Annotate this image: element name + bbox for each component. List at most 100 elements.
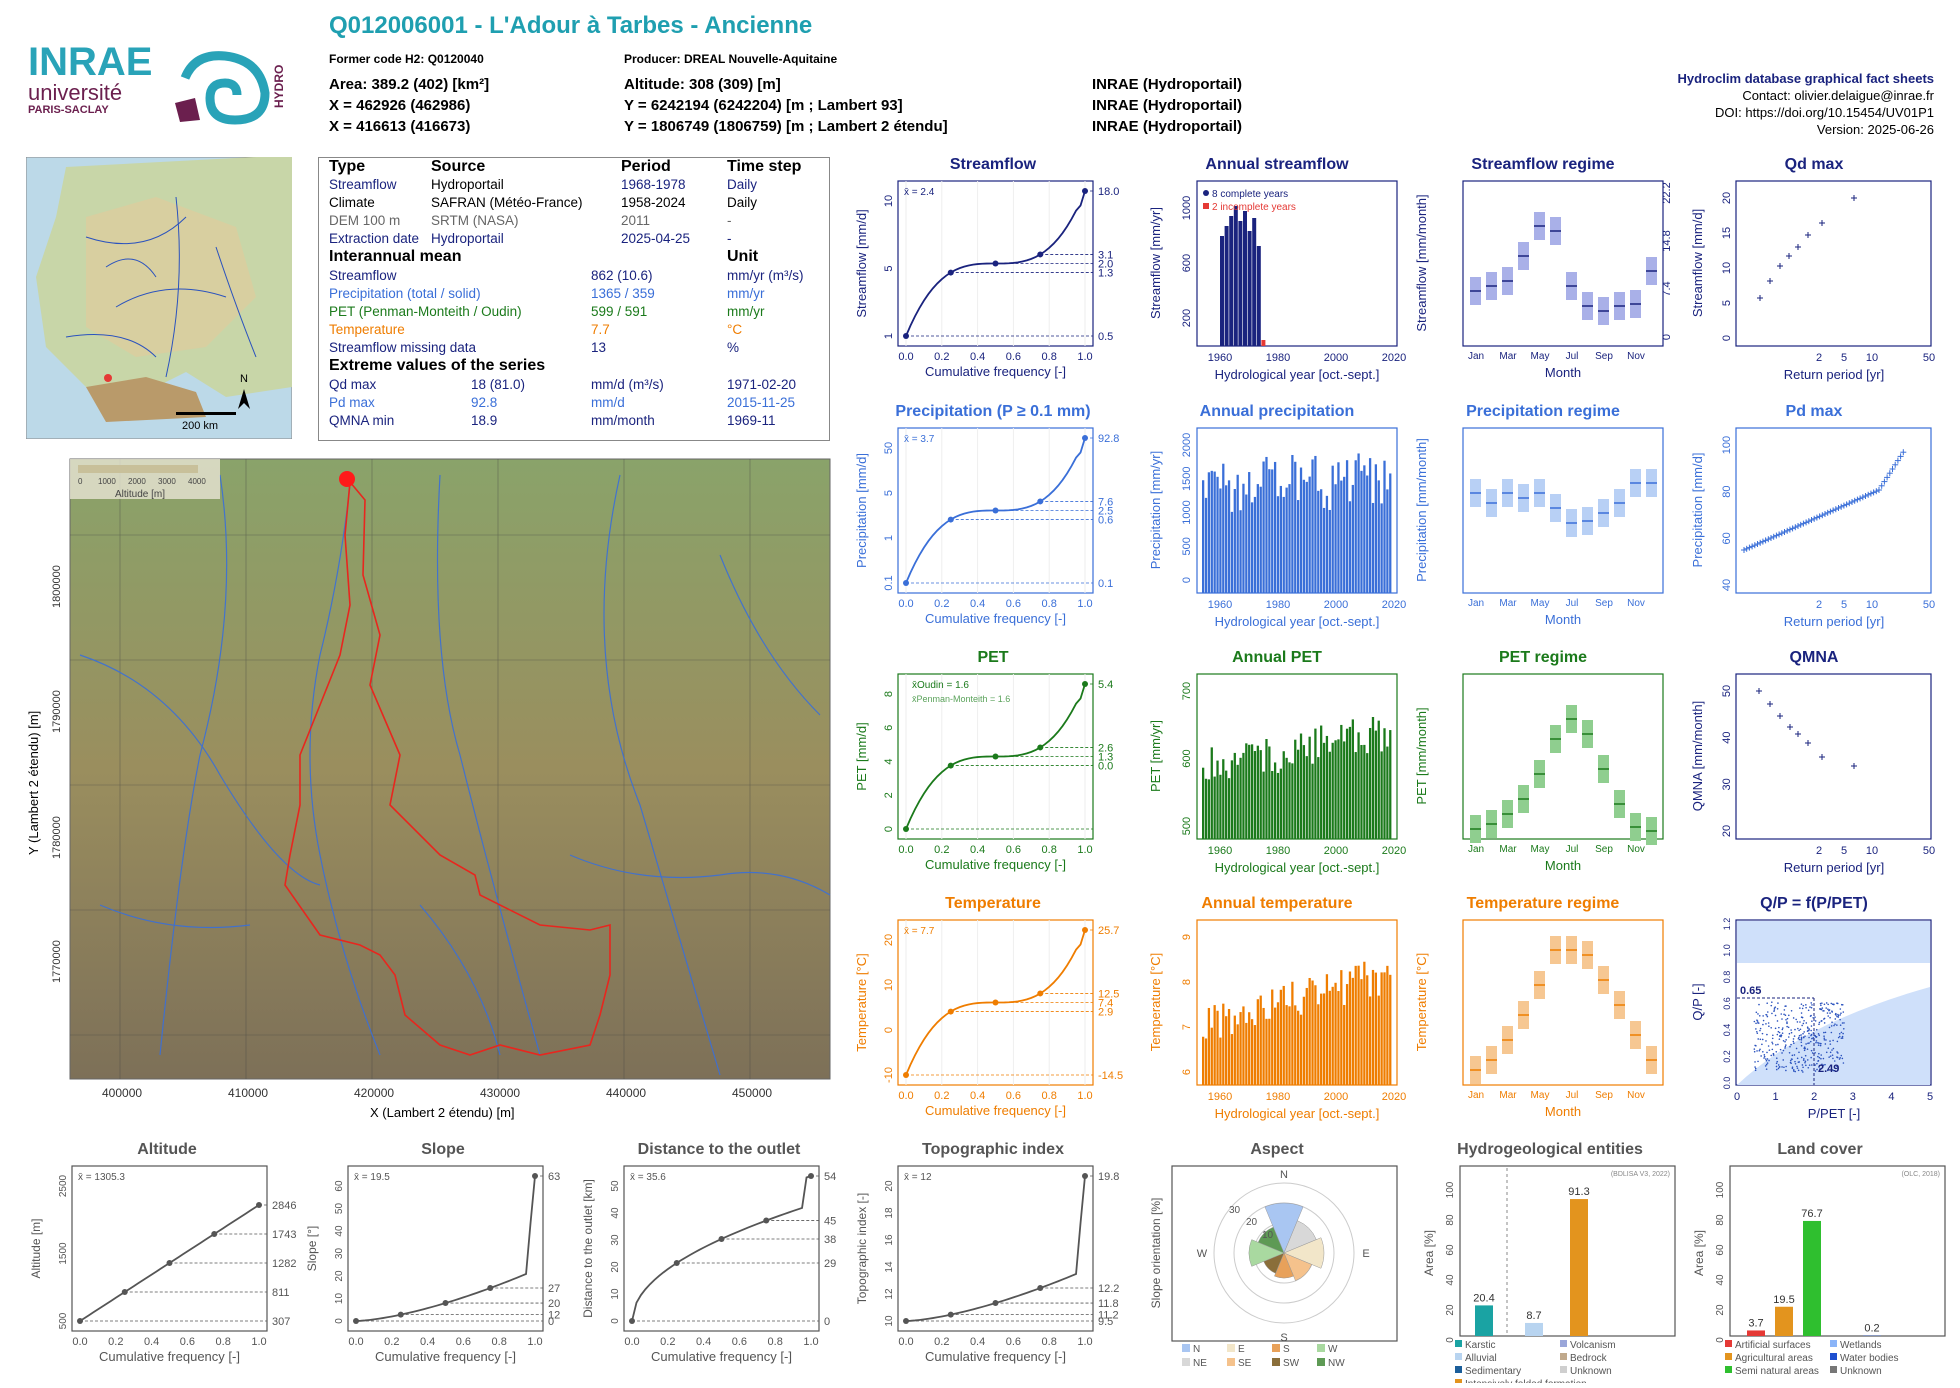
annual_temp-bar bbox=[1389, 975, 1391, 1085]
qp-point bbox=[1771, 1013, 1773, 1015]
x-label: Cumulative frequency [-] bbox=[925, 364, 1066, 379]
qp-point bbox=[1790, 1060, 1792, 1062]
annual_temp-bar bbox=[1280, 990, 1282, 1085]
y-tick: 20 bbox=[1721, 192, 1733, 204]
r4-source: Hydroportail bbox=[431, 231, 504, 246]
hydrogeo-value: 91.3 bbox=[1568, 1186, 1589, 1198]
qp-point bbox=[1801, 1025, 1803, 1027]
qp-point bbox=[1786, 1026, 1788, 1028]
qp-point bbox=[1833, 1025, 1835, 1027]
annual_temp-bar bbox=[1303, 997, 1305, 1085]
annual_precip-bar bbox=[1245, 495, 1247, 593]
y-label: PET [mm/yr] bbox=[1148, 720, 1163, 792]
aspect-legend-swatch bbox=[1272, 1344, 1280, 1352]
qp-point bbox=[1799, 1007, 1801, 1009]
right-tick: 0.1 bbox=[1098, 578, 1113, 590]
y-label: Streamflow [mm/d] bbox=[854, 209, 869, 317]
right-tick: 2.9 bbox=[1098, 1007, 1113, 1019]
y-tick: 80 bbox=[1721, 486, 1733, 498]
y-label: Distance to the outlet [km] bbox=[581, 1179, 595, 1318]
factsheet-title: Hydroclim database graphical fact sheets bbox=[1678, 70, 1934, 87]
pd_max-point bbox=[1852, 498, 1858, 504]
aspect-legend: W bbox=[1328, 1344, 1338, 1355]
qmna-point bbox=[1767, 701, 1773, 707]
annual_precip-bar bbox=[1234, 489, 1236, 593]
qp-point bbox=[1802, 1017, 1804, 1019]
qp-point bbox=[1836, 1051, 1838, 1053]
y-tick: 10 bbox=[1721, 262, 1733, 274]
doi-link[interactable]: DOI: https://doi.org/10.15454/UV01P1 bbox=[1678, 104, 1934, 121]
y-label: QMNA [mm/month] bbox=[1690, 701, 1705, 812]
x-label: Return period [yr] bbox=[1784, 367, 1884, 382]
annual_temp-bar bbox=[1231, 1034, 1233, 1085]
annual_temp-bar bbox=[1251, 1019, 1253, 1085]
left-tick: 10 bbox=[334, 1293, 345, 1305]
x-tick: 5 bbox=[1841, 599, 1847, 611]
ring-10: 10 bbox=[1262, 1230, 1274, 1241]
annual_pet-bar bbox=[1219, 775, 1221, 839]
left-tick: 14 bbox=[884, 1261, 895, 1273]
qp-value-1: 0.65 bbox=[1740, 985, 1761, 997]
station-marker bbox=[104, 374, 112, 382]
qp-point bbox=[1758, 1004, 1760, 1006]
r1-step: Daily bbox=[727, 177, 757, 192]
left-tick: 16 bbox=[884, 1234, 895, 1246]
left-tick: 0 bbox=[610, 1318, 621, 1324]
annual_temp-bar bbox=[1349, 971, 1351, 1085]
pd_max-point bbox=[1854, 497, 1860, 503]
y-tick: 1.0 bbox=[1722, 944, 1732, 957]
annual_precip-bar bbox=[1306, 482, 1308, 593]
map-xtick-5: 450000 bbox=[732, 1086, 772, 1100]
qp-point bbox=[1802, 1008, 1804, 1010]
qp-point bbox=[1834, 1023, 1836, 1025]
contact-link[interactable]: Contact: olivier.delaigue@inrae.fr bbox=[1678, 87, 1934, 104]
qp-point bbox=[1768, 1045, 1770, 1047]
qp-point bbox=[1776, 1057, 1778, 1059]
qp-point bbox=[1806, 1022, 1808, 1024]
r1-type: Streamflow bbox=[329, 177, 397, 192]
qp-point bbox=[1814, 1052, 1816, 1054]
landcover-value: 19.5 bbox=[1773, 1294, 1794, 1306]
qd_max-point bbox=[1805, 232, 1811, 238]
annual_pet-bar bbox=[1285, 758, 1287, 839]
qp-point bbox=[1803, 1005, 1805, 1007]
y-label: Area [%] bbox=[1422, 1230, 1436, 1276]
qp-point bbox=[1801, 1003, 1803, 1005]
y-label: PET [mm/month] bbox=[1414, 707, 1429, 804]
annual_pet-bar bbox=[1389, 730, 1391, 839]
qp-point bbox=[1808, 1030, 1810, 1032]
left-tick: 0 bbox=[334, 1318, 345, 1324]
left-tick: 500 bbox=[58, 1312, 69, 1329]
y-label: Streamflow [mm/yr] bbox=[1148, 207, 1163, 319]
annual_temp-bar bbox=[1326, 974, 1328, 1085]
landcover-legend-swatch bbox=[1830, 1340, 1837, 1347]
qp-point bbox=[1775, 1044, 1777, 1046]
qp-point bbox=[1820, 1058, 1822, 1060]
annual_temp-bar bbox=[1225, 1016, 1227, 1085]
annual_pet-bar bbox=[1214, 777, 1216, 839]
pd_max-point bbox=[1841, 503, 1847, 509]
annual_pet-bar bbox=[1248, 745, 1250, 839]
qp-point bbox=[1755, 1028, 1757, 1030]
landcover-chart: Land cover3.719.576.70.2100806040200Area… bbox=[1685, 1138, 1955, 1383]
landcover-bar bbox=[1747, 1330, 1765, 1336]
hydro-logo-text: HYDRO bbox=[272, 65, 286, 108]
x-tick: 0.2 bbox=[934, 1090, 949, 1102]
y-tick: 600 bbox=[1181, 254, 1193, 272]
qp-point bbox=[1805, 1060, 1807, 1062]
inrae-logo-text: INRAE bbox=[28, 42, 158, 82]
qp-point bbox=[1818, 1053, 1820, 1055]
y-tick: 1500 bbox=[1181, 467, 1193, 491]
legend-tick-1: 1000 bbox=[98, 477, 116, 486]
universite-text: université bbox=[28, 82, 158, 104]
left-tick: 20 bbox=[610, 1261, 621, 1273]
annual_temp-bar bbox=[1372, 970, 1374, 1085]
annual_temp-bar bbox=[1378, 996, 1380, 1085]
qp-point bbox=[1841, 1032, 1843, 1034]
pd_max-point bbox=[1749, 543, 1755, 549]
x-label: Cumulative frequency [-] bbox=[925, 857, 1066, 872]
